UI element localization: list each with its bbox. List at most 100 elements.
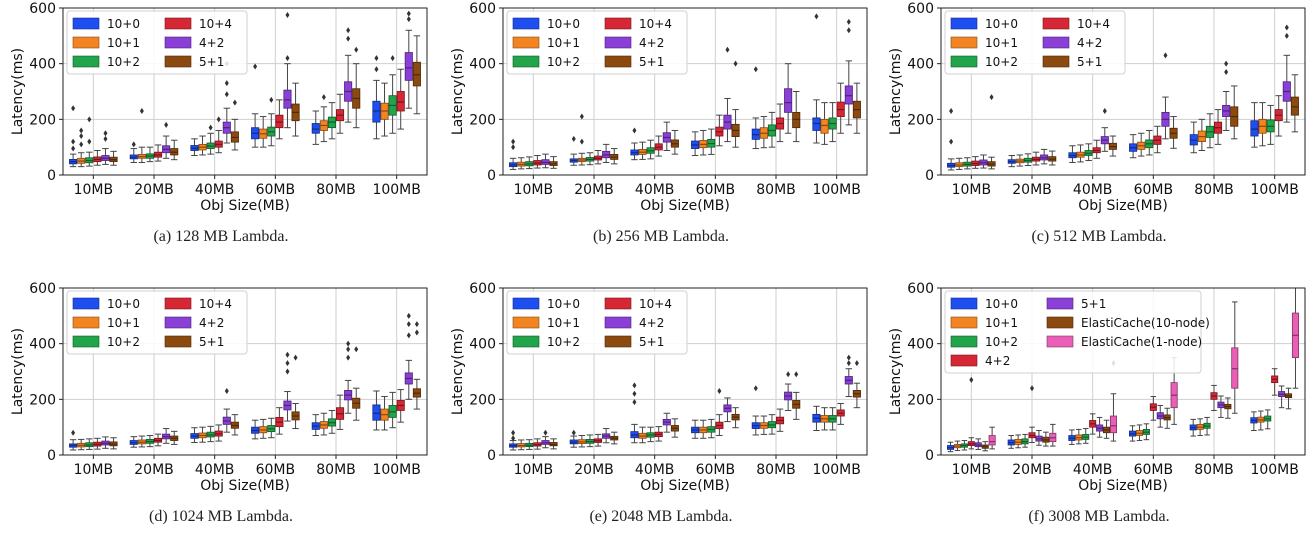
legend-label: 5+1 — [199, 55, 224, 69]
x-tick-label: 40MB — [635, 182, 675, 198]
box-10+0-40MB — [1068, 145, 1077, 163]
x-tick-label: 40MB — [635, 462, 675, 478]
legend-swatch — [72, 55, 100, 68]
box-4+2-10MB — [541, 153, 550, 169]
box-ElastiCache(10-node)-20MB — [1042, 431, 1050, 447]
box-10+2-60MB — [267, 417, 276, 439]
outlier — [253, 63, 258, 70]
x-tick-label: 60MB — [696, 182, 736, 198]
legend-swatch — [72, 297, 100, 310]
box-10+0-20MB — [569, 135, 578, 166]
x-axis-label: Obj Size(MB) — [640, 478, 730, 494]
box-10+4-40MB — [214, 424, 223, 442]
outlier — [579, 113, 584, 120]
x-tick-label: 60MB — [256, 182, 296, 198]
y-axis-label: Latency(ms) — [450, 328, 466, 415]
box-10+0-40MB — [190, 427, 199, 443]
box-10+1-100MB — [1257, 410, 1265, 431]
box-10+4-60MB — [275, 99, 284, 140]
box-5+1-10MB — [109, 150, 118, 166]
outlier — [1224, 69, 1229, 76]
legend-swatch — [950, 297, 978, 310]
legend-label: 10+2 — [547, 55, 580, 69]
outlier — [632, 127, 637, 134]
outlier — [786, 371, 791, 378]
x-axis: 10MB 20MB 40MB 60MB 80MB 100MB Obj Size(MB) — [514, 455, 861, 494]
box-10+4-20MB — [154, 433, 163, 447]
x-tick-label: 100MB — [812, 462, 860, 478]
legend-label: 10+4 — [199, 297, 232, 311]
legend-swatch — [950, 354, 978, 367]
box-10+1-20MB — [1014, 434, 1022, 449]
box-body — [784, 88, 793, 113]
legend-label: 4+2 — [985, 354, 1010, 368]
box-body — [792, 111, 801, 129]
box-4+2-20MB — [162, 428, 171, 444]
outlier — [285, 360, 290, 367]
legend-item: 10+0 — [950, 17, 1018, 31]
box-10+0-10MB — [509, 138, 518, 170]
outlier — [103, 130, 108, 137]
box-body — [1109, 415, 1117, 434]
box-4+2-80MB — [784, 63, 793, 134]
outlier — [717, 387, 722, 394]
outlier — [632, 390, 637, 397]
legend-frame — [944, 10, 1126, 75]
legend-item: 10+2 — [72, 55, 140, 69]
box-10+2-60MB — [707, 128, 716, 155]
x-tick-label: 10MB — [514, 182, 554, 198]
x-tick-label: 40MB — [1073, 182, 1113, 198]
plot-frame — [940, 287, 1306, 456]
box-ElastiCache(10-node)-100MB — [1285, 387, 1293, 410]
outlier — [71, 138, 76, 145]
x-tick-label: 100MB — [1250, 462, 1298, 478]
x-tick-label: 40MB — [195, 462, 235, 478]
box-10+4-80MB — [336, 394, 345, 430]
outlier — [632, 399, 637, 406]
outlier — [406, 312, 411, 319]
legend-item: ElastiCache(1-node) — [1046, 335, 1202, 349]
y-axis: 0 200 400 600 Latency(ms) — [10, 281, 63, 464]
outlier — [374, 55, 379, 62]
box-10+4-10MB — [93, 150, 102, 166]
box-10+1-80MB — [319, 412, 328, 436]
outlier — [79, 141, 84, 148]
figure-caption: (f) 3008 MB Lambda. — [1028, 508, 1170, 525]
legend-item: 10+2 — [72, 335, 140, 349]
legend: 10+0 10+1 10+2 10+4 4+2 5+1 — [66, 10, 248, 75]
outlier — [753, 385, 758, 392]
box-5+1-20MB — [1048, 150, 1057, 166]
box-10+2-20MB — [1023, 153, 1032, 167]
box-10+0-20MB — [569, 429, 578, 448]
legend-item: 10+4 — [604, 297, 672, 311]
box-4+2-20MB — [1040, 148, 1049, 165]
x-tick-label: 80MB — [1194, 462, 1234, 478]
legend-label: 10+2 — [985, 55, 1018, 69]
legend-frame — [506, 290, 688, 355]
box-ElastiCache(1-node)-20MB — [1049, 423, 1057, 447]
box-5+1-10MB — [109, 437, 118, 450]
legend-swatch — [950, 36, 978, 49]
y-axis: 0 200 400 600 Latency(ms) — [888, 1, 941, 184]
outlier — [71, 105, 76, 112]
box-4+2-80MB — [1222, 60, 1231, 131]
box-10+2-100MB — [828, 102, 837, 143]
outlier — [1284, 24, 1289, 31]
legend-label: 10+1 — [547, 36, 580, 50]
y-tick-label: 200 — [469, 112, 496, 128]
box-5+1-40MB — [670, 129, 679, 155]
outlier — [131, 141, 136, 148]
legend-label: 4+2 — [1077, 36, 1102, 50]
outlier — [949, 107, 954, 114]
x-tick-label: 100MB — [372, 462, 420, 478]
legend-item: 10+4 — [604, 17, 672, 31]
outlier — [103, 135, 108, 142]
x-tick-label: 10MB — [952, 182, 992, 198]
legend-item: 10+1 — [950, 316, 1018, 330]
box-body — [820, 118, 829, 134]
box-10+0-20MB — [1007, 435, 1015, 449]
box-5+1-20MB — [170, 430, 179, 445]
box-10+1-60MB — [259, 116, 268, 148]
y-tick-label: 200 — [469, 392, 496, 408]
box-body — [283, 89, 292, 109]
